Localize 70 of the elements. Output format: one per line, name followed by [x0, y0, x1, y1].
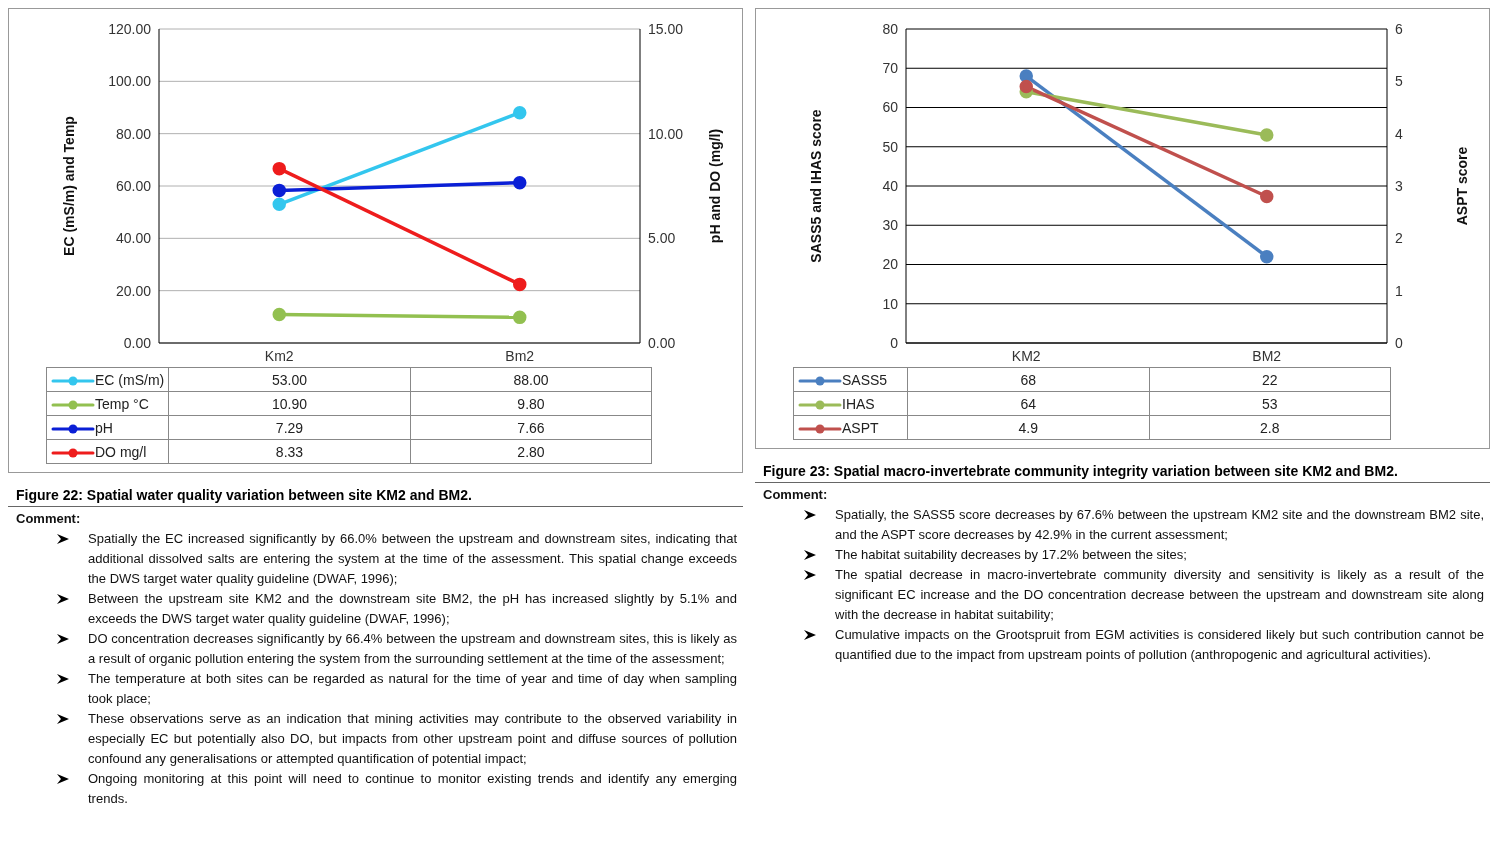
legend-label: DO mg/l	[95, 443, 147, 460]
legend-label: IHAS	[842, 395, 875, 412]
data-label: 9.80	[410, 391, 652, 416]
text: Ongoing monitoring at this point will need to continue to monitor existing trends and identify any emerging trends.	[88, 770, 737, 808]
y2-axis-title: pH and DO (mg/l)	[706, 128, 723, 244]
y-tick-label: 0	[890, 334, 899, 351]
text: The habitat suitability decreases by 17.2% between the sites;	[835, 546, 1187, 564]
text: The spatial decrease in macro-invertebrate community diversity and sensitivity is likely as a result of the significant EC increase and the DO concentration decrease between the upstream and downstream site along with the decrease in habitat suitability;	[835, 566, 1484, 624]
y-axis-title: EC (mS/m) and Temp	[60, 116, 77, 256]
text: DO concentration decreases significantly by 66.4% between the upstream and downstream sites, this is likely as a result of organic pollution entering the system from the surrounding settlement at the time of the assessment;	[88, 630, 737, 668]
data-label: 53.00	[168, 367, 411, 392]
y-tick-label: 120.00	[108, 20, 152, 37]
y2-axis-title: ASPT score	[1453, 146, 1470, 226]
data-label: 53	[1149, 391, 1391, 416]
text: Between the upstream site KM2 and the downstream site BM2, the pH has increased slightly by 5.1% and exceeds the DWS target water quality guideline (DWAF, 1996);	[88, 590, 737, 628]
y2-tick-label: 5	[1395, 73, 1403, 90]
y2-tick-label: 15.00	[648, 20, 684, 37]
legend-label: pH	[95, 419, 113, 436]
data-label: 64	[907, 391, 1149, 416]
x-tick-label: KM2	[1011, 347, 1041, 364]
text: Figure 23: Spatial macro-invertebrate community integrity variation between site KM2 and BM2.	[755, 449, 1490, 483]
text: Comment:	[16, 510, 82, 528]
legend-label: ASPT	[842, 419, 879, 436]
y2-tick-label: 10.00	[648, 125, 684, 142]
y-tick-label: 20.00	[115, 282, 152, 299]
legend-label: EC (mS/m)	[95, 371, 165, 388]
legend-label: SASS5	[842, 371, 888, 388]
y-axis-title: SASS5 and IHAS score	[807, 109, 824, 263]
y-tick-label: 80	[882, 20, 899, 37]
y2-tick-label: 0	[1395, 334, 1403, 351]
y2-tick-label: 1	[1395, 282, 1403, 299]
y-tick-label: 20	[882, 256, 899, 273]
y2-tick-label: 5.00	[648, 230, 676, 247]
text: Cumulative impacts on the Grootspruit from EGM activities is considered likely but such contribution cannot be quantified due to the impact from upstream points of pollution (anthropogenic and agricultural activities).	[835, 626, 1484, 664]
data-label: 4.9	[907, 415, 1149, 440]
data-label: 88.00	[410, 367, 652, 392]
x-tick-label: Km2	[264, 347, 294, 364]
x-tick-label: BM2	[1252, 347, 1282, 364]
data-label: 68	[907, 367, 1149, 392]
legend-label: Temp °C	[95, 395, 149, 412]
y-tick-label: 70	[882, 60, 899, 77]
y-tick-label: 60.00	[115, 177, 152, 194]
text: Figure 22: Spatial water quality variation between site KM2 and BM2.	[8, 473, 743, 507]
x-tick-label: Bm2	[505, 347, 535, 364]
y-tick-label: 80.00	[115, 125, 152, 142]
text: These observations serve as an indication that mining activities may contribute to the observed variability in especially EC but potentially also DO, but impacts from other upstream point and diffuse sources of pollution confound any generalisations or attempted quantification of potential impact;	[88, 710, 737, 768]
y-tick-label: 10	[882, 295, 899, 312]
data-label: 22	[1149, 367, 1391, 392]
data-label: 8.33	[168, 439, 411, 464]
y-tick-label: 60	[882, 99, 899, 116]
text: Spatially the EC increased significantly by 66.0% between the upstream and downstream sites, indicating that additional dissolved salts are entering the system at the time of the assessment. This spatial change exceeds the DWS target water quality guideline (DWAF, 1996);	[88, 530, 737, 588]
y-tick-label: 30	[882, 217, 899, 234]
data-label: 2.8	[1149, 415, 1391, 440]
data-label: 2.80	[410, 439, 652, 464]
text: Spatially, the SASS5 score decreases by 67.6% between the upstream KM2 site and the downstream BM2 site, and the ASPT score decreases by 42.9% in the current assessment;	[835, 506, 1484, 544]
text: The temperature at both sites can be regarded as natural for the time of year and time of day when sampling took place;	[88, 670, 737, 708]
y2-tick-label: 0.00	[648, 334, 676, 351]
y2-tick-label: 2	[1395, 230, 1403, 247]
y2-tick-label: 4	[1395, 125, 1403, 142]
y-tick-label: 0.00	[123, 334, 152, 351]
y2-tick-label: 3	[1395, 177, 1403, 194]
y-tick-label: 40.00	[115, 230, 152, 247]
text: Comment:	[763, 486, 829, 504]
data-label: 7.66	[410, 415, 652, 440]
y-tick-label: 50	[882, 138, 899, 155]
data-label: 7.29	[168, 415, 411, 440]
y2-tick-label: 6	[1395, 20, 1403, 37]
y-tick-label: 100.00	[108, 73, 152, 90]
y-tick-label: 40	[882, 177, 899, 194]
data-label: 10.90	[168, 391, 411, 416]
